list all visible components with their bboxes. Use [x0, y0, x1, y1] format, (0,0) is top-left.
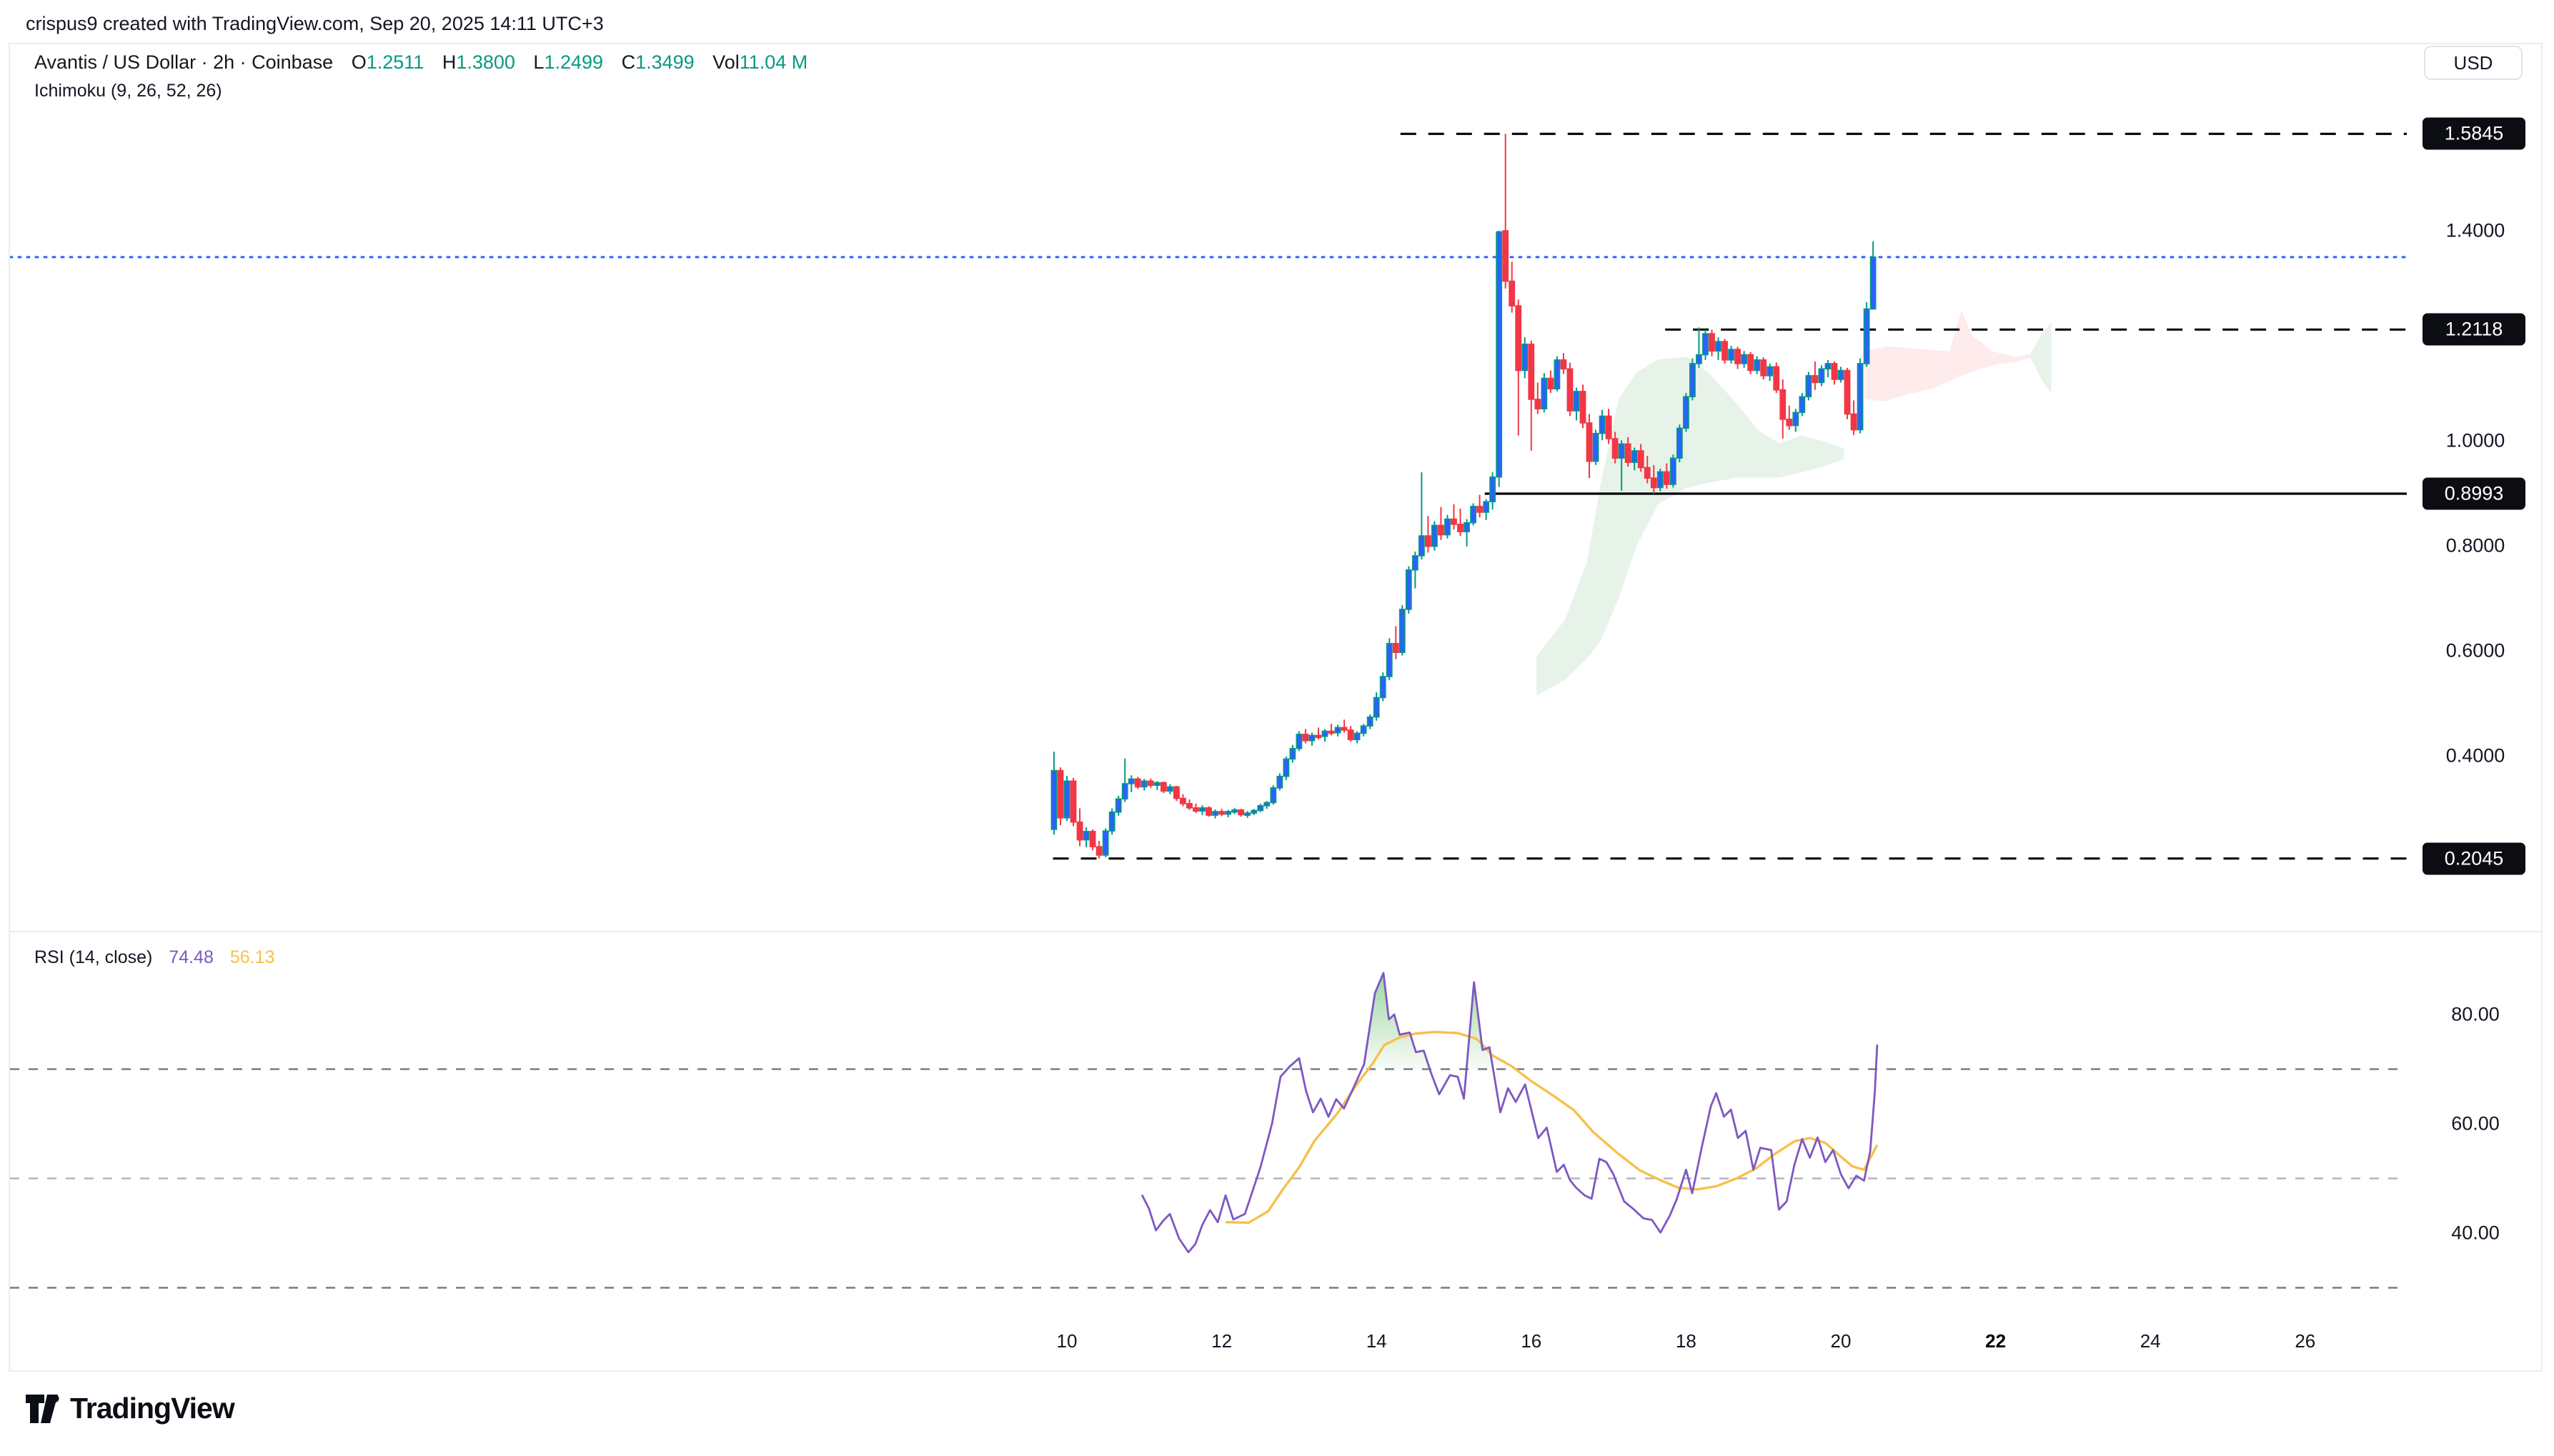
volume-label: Vol — [712, 51, 740, 73]
price-pane — [10, 132, 2408, 860]
snapshot-credit: crispus9 created with TradingView.com, S… — [26, 13, 604, 34]
price-tick-label: 0.4000 — [2445, 744, 2505, 767]
price-level-badge: 0.8993 — [2423, 477, 2525, 510]
date-tick-label[interactable]: 20 — [1830, 1330, 1852, 1352]
candles-group — [1050, 134, 1877, 859]
rsi-value: 74.48 — [169, 947, 214, 967]
rsi-overbought-fill — [1142, 972, 1877, 1069]
price-level-badge: 1.5845 — [2423, 117, 2525, 150]
rsi-title: RSI (14, close) — [34, 947, 153, 967]
symbol-title-row: Avantis / US Dollar · 2h · Coinbase O1.2… — [34, 51, 808, 74]
open-value: 1.2511 — [366, 51, 424, 73]
rsi-line — [1141, 972, 1879, 1254]
date-tick-label[interactable]: 12 — [1211, 1330, 1233, 1352]
volume-value: 11.04 M — [739, 51, 808, 73]
price-tick-label: 0.6000 — [2445, 639, 2505, 662]
date-tick-label[interactable]: 16 — [1521, 1330, 1542, 1352]
ichimoku-cloud — [1536, 310, 2052, 696]
date-tick-label[interactable]: 22 — [1985, 1330, 2007, 1352]
level-lines — [10, 132, 2408, 860]
rsi-ma-line — [1225, 1030, 1879, 1225]
rsi-tick-label: 40.00 — [2451, 1222, 2500, 1244]
ichimoku-legend[interactable]: Ichimoku (9, 26, 52, 26) — [34, 81, 222, 101]
date-tick-label[interactable]: 10 — [1056, 1330, 1078, 1352]
symbol-title[interactable]: Avantis / US Dollar · 2h · Coinbase — [34, 51, 334, 73]
tradingview-logo[interactable]: TradingView — [26, 1392, 235, 1425]
date-tick-label[interactable]: 26 — [2295, 1330, 2316, 1352]
high-label: H — [442, 51, 457, 73]
rsi-pane — [10, 972, 2407, 1289]
chart-widget — [9, 43, 2543, 1372]
low-label: L — [533, 51, 545, 73]
currency-toggle-button[interactable]: USD — [2424, 46, 2523, 80]
date-tick-label[interactable]: 14 — [1366, 1330, 1387, 1352]
open-label: O — [351, 51, 367, 73]
price-tick-label: 1.4000 — [2445, 219, 2505, 241]
price-level-badge: 1.2118 — [2423, 313, 2525, 346]
rsi-legend[interactable]: RSI (14, close) 74.48 56.13 — [34, 947, 274, 968]
close-label: C — [621, 51, 636, 73]
date-tick-label[interactable]: 24 — [2140, 1330, 2161, 1352]
rsi-ma-value: 56.13 — [229, 947, 275, 967]
symbol-legend[interactable]: Avantis / US Dollar · 2h · Coinbase O1.2… — [34, 51, 808, 101]
tradingview-logo-text: TradingView — [70, 1392, 235, 1425]
tradingview-logo-icon — [26, 1394, 59, 1423]
rsi-tick-label: 60.00 — [2451, 1112, 2500, 1135]
date-tick-label[interactable]: 18 — [1675, 1330, 1696, 1352]
price-tick-label: 0.8000 — [2445, 534, 2505, 557]
low-value: 1.2499 — [544, 51, 604, 73]
high-value: 1.3800 — [456, 51, 515, 73]
pane-separator[interactable] — [9, 931, 2543, 932]
price-level-badge: 0.2045 — [2423, 842, 2525, 875]
close-value: 1.3499 — [635, 51, 695, 73]
rsi-tick-label: 80.00 — [2451, 1003, 2500, 1025]
price-tick-label: 1.0000 — [2445, 429, 2505, 452]
